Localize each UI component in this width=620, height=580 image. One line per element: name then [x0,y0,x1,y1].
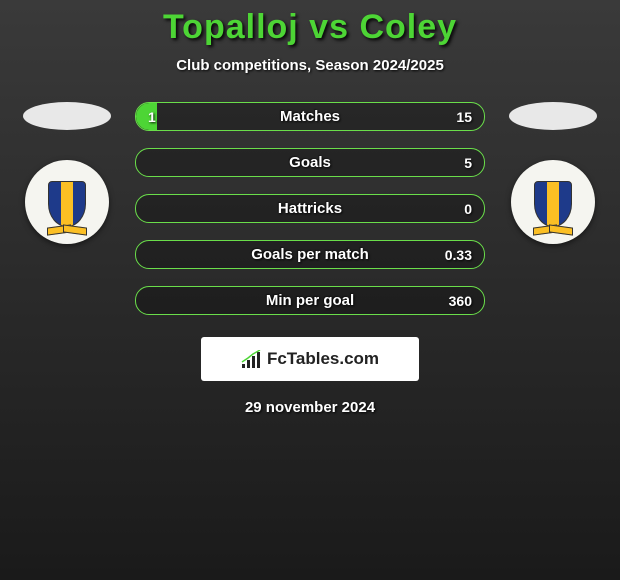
stat-label: Matches [136,108,484,125]
stat-value-right: 360 [449,293,472,309]
page-subtitle: Club competitions, Season 2024/2025 [0,57,620,74]
brand-box[interactable]: FcTables.com [201,337,419,381]
page-title: Topalloj vs Coley [0,8,620,47]
brand-text: FcTables.com [267,349,379,369]
stat-bar: 1Matches15 [135,102,485,131]
stat-bar: Min per goal360 [135,286,485,315]
crest-graphic-left [40,169,94,235]
stat-bar: Goals per match0.33 [135,240,485,269]
stat-value-right: 0 [464,201,472,217]
comparison-widget: Topalloj vs Coley Club competitions, Sea… [0,0,620,580]
snapshot-date: 29 november 2024 [0,399,620,416]
player-photo-left [23,102,111,130]
stat-label: Goals [136,154,484,171]
player-photo-right [509,102,597,130]
left-column [17,102,117,244]
stat-value-right: 0.33 [445,247,472,263]
stat-label: Hattricks [136,200,484,217]
stat-label: Goals per match [136,246,484,263]
main-area: 1Matches15 Goals5 Hattricks0 Goals per matc… [0,102,620,315]
club-crest-left [25,160,109,244]
brand-chart-icon [241,350,261,368]
stat-value-right: 5 [464,155,472,171]
stat-bar: Goals5 [135,148,485,177]
crest-graphic-right [526,169,580,235]
stats-bars: 1Matches15 Goals5 Hattricks0 Goals per matc… [135,102,485,315]
stat-value-right: 15 [456,109,472,125]
stat-bar: Hattricks0 [135,194,485,223]
right-column [503,102,603,244]
stat-label: Min per goal [136,292,484,309]
club-crest-right [511,160,595,244]
